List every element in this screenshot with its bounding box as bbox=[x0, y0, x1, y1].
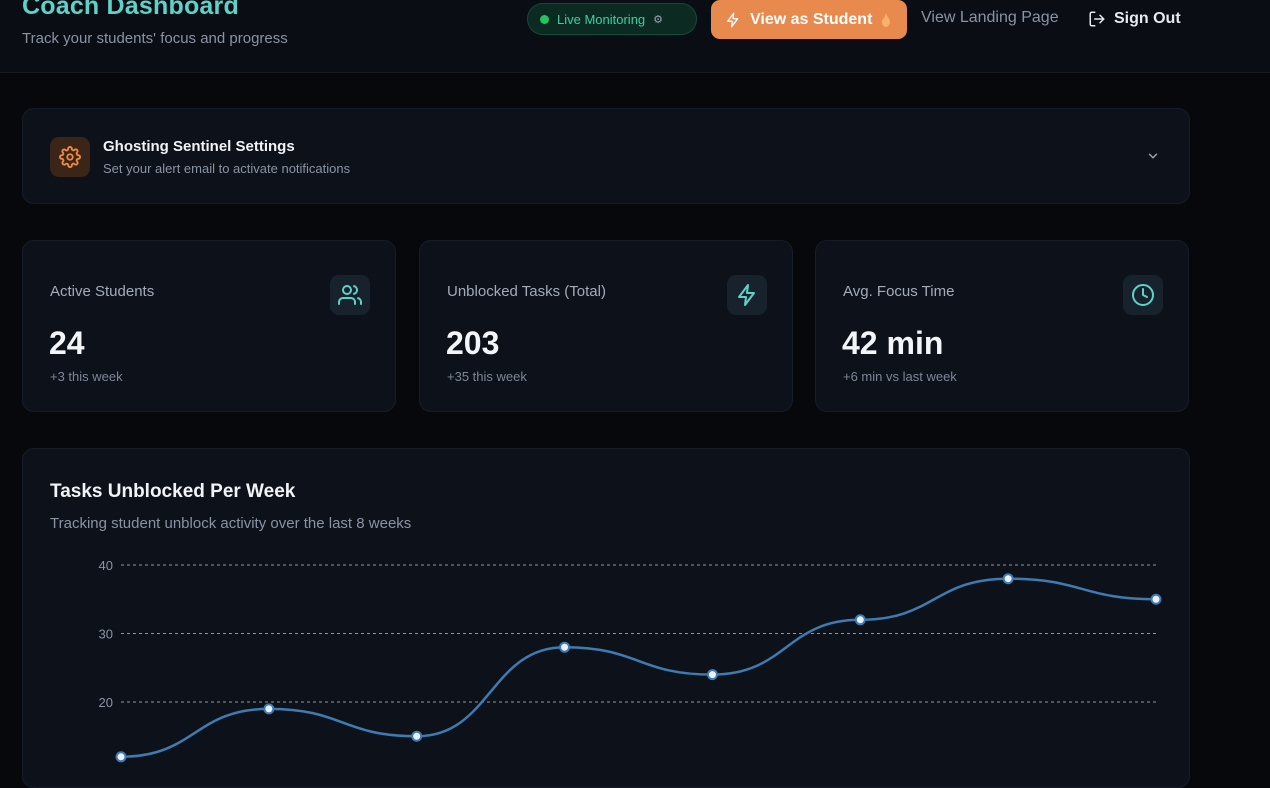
stat-value: 42 min bbox=[842, 325, 944, 361]
data-point[interactable] bbox=[1002, 573, 1014, 585]
lightning-icon bbox=[727, 12, 739, 27]
lightning-icon bbox=[738, 284, 755, 306]
chart-title: Tasks Unblocked Per Week bbox=[50, 481, 296, 502]
clock-icon bbox=[1132, 284, 1154, 306]
stat-label: Avg. Focus Time bbox=[843, 283, 955, 300]
chart-subtitle: Tracking student unblock activity over t… bbox=[50, 515, 412, 532]
y-tick-label: 40 bbox=[99, 558, 113, 573]
stat-delta: +35 this week bbox=[447, 369, 527, 384]
stat-card-avg-focus-time: Avg. Focus Time 42 min +6 min vs last we… bbox=[815, 240, 1189, 412]
line-chart: 20 30 40 bbox=[99, 558, 1162, 763]
y-tick-label: 30 bbox=[99, 627, 113, 642]
tasks-chart-card: Tasks Unblocked Per Week Tracking studen… bbox=[22, 448, 1190, 788]
sign-out-button[interactable]: Sign Out bbox=[1088, 8, 1181, 30]
stat-label: Unblocked Tasks (Total) bbox=[447, 283, 606, 300]
users-icon bbox=[338, 285, 362, 305]
live-badge-label: Live Monitoring bbox=[557, 11, 646, 27]
stat-value: 24 bbox=[49, 325, 85, 361]
ghosting-sentinel-settings-card[interactable]: Ghosting Sentinel Settings Set your aler… bbox=[22, 108, 1190, 204]
satellite-icon: ⚙ bbox=[653, 13, 664, 26]
settings-icon-box bbox=[50, 137, 90, 177]
stat-icon-box bbox=[727, 275, 767, 315]
stat-value: 203 bbox=[446, 325, 500, 361]
settings-subtitle: Set your alert email to activate notific… bbox=[103, 161, 351, 176]
live-monitoring-badge: Live Monitoring ⚙ bbox=[527, 3, 697, 35]
view-landing-page-link[interactable]: View Landing Page bbox=[921, 9, 1059, 26]
stat-delta: +3 this week bbox=[50, 369, 123, 384]
stat-icon-box bbox=[1123, 275, 1163, 315]
top-bar: Coach Dashboard Track your students' foc… bbox=[0, 0, 1270, 73]
y-tick-label: 20 bbox=[99, 695, 113, 710]
data-point[interactable] bbox=[1150, 593, 1162, 605]
page-subtitle: Track your students' focus and progress bbox=[22, 30, 288, 47]
stat-card-active-students: Active Students 24 +3 this week bbox=[22, 240, 396, 412]
logout-icon bbox=[1089, 11, 1105, 27]
data-point[interactable] bbox=[263, 703, 275, 715]
fire-icon bbox=[882, 12, 891, 27]
stat-icon-box bbox=[330, 275, 370, 315]
page-title: Coach Dashboard bbox=[22, 0, 239, 20]
view-as-student-label: View as Student bbox=[750, 10, 873, 28]
series-line bbox=[120, 577, 1157, 759]
data-point[interactable] bbox=[411, 730, 423, 742]
data-point[interactable] bbox=[559, 641, 571, 653]
stat-delta: +6 min vs last week bbox=[843, 369, 957, 384]
chevron-down-icon[interactable] bbox=[1146, 149, 1160, 163]
live-status-dot bbox=[540, 14, 549, 24]
stat-card-unblocked-tasks: Unblocked Tasks (Total) 203 +35 this wee… bbox=[419, 240, 793, 412]
sign-out-label: Sign Out bbox=[1114, 10, 1181, 27]
data-point[interactable] bbox=[854, 614, 866, 626]
gear-icon bbox=[59, 146, 81, 168]
data-point[interactable] bbox=[706, 669, 718, 681]
stat-label: Active Students bbox=[50, 283, 155, 300]
view-as-student-button[interactable]: View as Student bbox=[711, 0, 907, 39]
settings-title: Ghosting Sentinel Settings bbox=[103, 138, 295, 155]
